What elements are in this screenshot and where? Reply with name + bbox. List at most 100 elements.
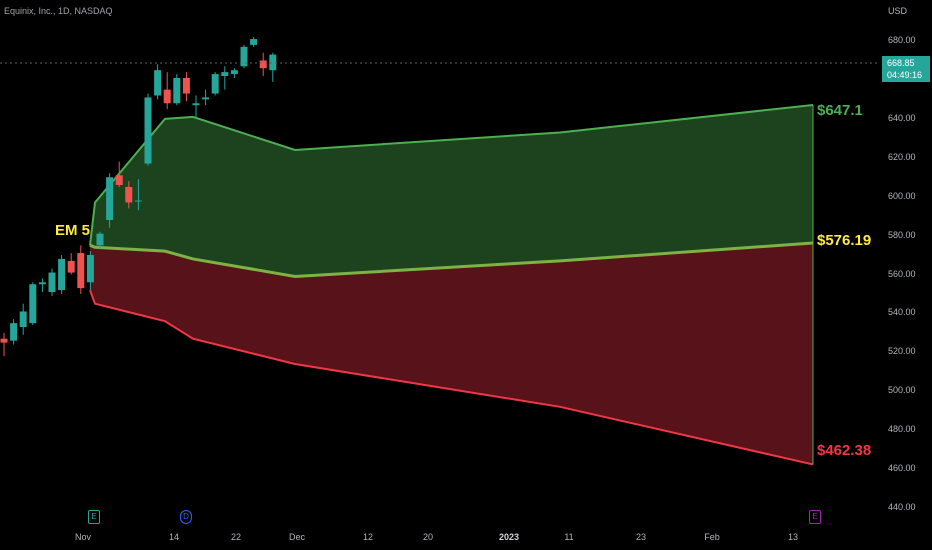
candle-body [96,233,104,246]
candle [134,179,142,211]
candle [230,68,238,78]
time-tick-label: 12 [362,532,374,542]
lower-band-line [89,289,814,466]
price-tick-label: 600.00 [888,190,916,201]
candle-body [154,70,162,96]
candle [0,332,8,357]
candle [211,72,219,96]
candle-body [182,77,190,94]
candle-body [202,97,210,100]
candle [58,255,66,294]
candle [240,44,248,69]
price-tick-label: 520.00 [888,346,916,357]
candle [106,173,114,228]
time-tick-label: Nov [74,532,92,542]
candle [67,253,75,275]
candle-body [67,260,75,273]
candle [259,52,267,77]
candle-body [10,323,18,341]
candle-body [144,97,152,164]
candle [250,37,258,47]
candle-body [250,39,258,45]
price-tick-label: 680.00 [888,35,916,45]
time-tick-label: 11 [564,532,574,542]
price-tick-label: 480.00 [888,424,916,435]
candle-body [230,70,238,75]
candle-body [38,282,46,285]
candle [48,268,56,296]
lower-band-value: $462.38 [817,442,872,459]
candle [163,72,171,110]
candle [144,93,152,166]
candle [154,64,162,100]
candle-body [77,253,85,289]
mid-band-line [89,241,814,278]
time-tick-label: 13 [787,532,799,542]
mid-band-value: $576.19 [817,232,872,249]
price-tick-label: 460.00 [888,463,916,474]
candle [19,303,27,335]
candle [269,52,277,82]
candle-body [192,103,200,106]
candle-body [259,60,267,69]
candle-body [221,72,229,77]
em-label: EM 5 [55,222,91,239]
candle [38,278,46,293]
candle-body [134,200,142,202]
price-tick-label: 580.00 [888,229,916,240]
candle-body [269,54,277,71]
candle [10,319,18,345]
candle-body [19,311,27,328]
lower-band-area [90,242,813,465]
upper-band-value: $647.1 [817,102,863,119]
time-tick-label: 20 [422,532,434,542]
candle-body [48,272,56,293]
upper-band-area [90,105,813,277]
candle [86,251,94,291]
price-tick-label: 560.00 [888,268,916,279]
time-tick-label: 14 [168,532,180,542]
candle [192,95,200,119]
last-price-tag: 668.85 04:49:16 [882,56,930,82]
candle-body [86,255,94,283]
price-tick-label: 640.00 [888,112,916,123]
bar-countdown: 04:49:16 [887,70,923,80]
candle-body [115,175,123,185]
candle-body [173,77,181,104]
upper-band-line [89,104,814,246]
candle [221,66,229,90]
candle [125,181,133,209]
candle [96,231,104,250]
time-tick-label: Dec [288,532,306,542]
candle-body [163,89,171,104]
candle-body [58,258,66,291]
candle [77,245,85,294]
candle-body [0,338,8,343]
time-tick-label: Feb [704,532,720,542]
candle-body [29,284,37,324]
candle [182,72,190,102]
candle-body [106,177,114,221]
price-tick-label: 440.00 [888,502,916,512]
dividend-event-icon[interactable]: D [180,510,192,524]
earnings-event-icon[interactable]: E [88,510,100,524]
earnings-event-icon[interactable]: E [809,510,821,524]
candle [202,89,210,106]
time-tick-label: 23 [635,532,647,542]
price-tick-label: 620.00 [888,151,916,162]
symbol-title: Equinix, Inc., 1D, NASDAQ [4,6,113,16]
candle [29,282,37,326]
candle [115,161,123,187]
candle-body [125,186,133,203]
currency-label: USD [888,6,908,16]
candle-body [211,74,219,94]
price-tick-label: 500.00 [888,385,916,396]
time-tick-label: 22 [230,532,242,542]
last-price-value: 668.85 [887,58,915,68]
price-axis-panel[interactable] [880,0,932,550]
price-tick-label: 540.00 [888,307,916,318]
candle [173,74,181,106]
time-tick-label: 2023 [498,532,520,542]
candle-body [240,46,248,67]
